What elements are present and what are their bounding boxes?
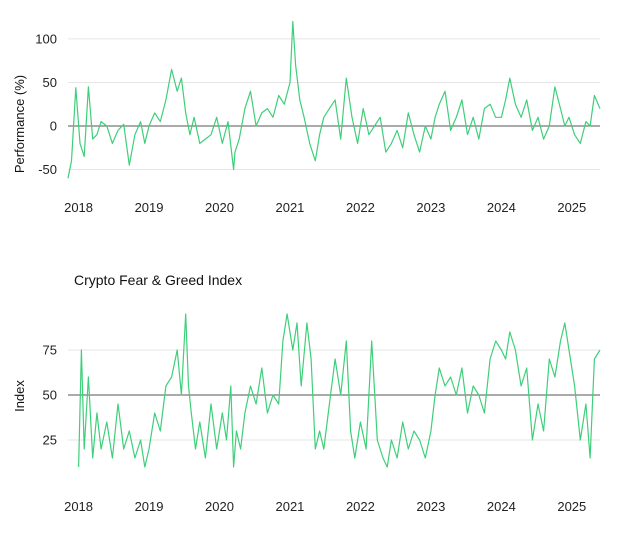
x-tick-label: 2022 — [346, 499, 375, 514]
performance-series-line — [67, 20, 601, 179]
fear-greed-y-ticks: 25 50 75 — [43, 343, 57, 448]
performance-y-ticks: -50 0 50 100 — [35, 31, 57, 177]
x-tick-label: 2020 — [205, 200, 234, 215]
x-tick-label: 2022 — [346, 200, 375, 215]
x-tick-label: 2024 — [487, 200, 516, 215]
y-tick-label: 100 — [35, 31, 57, 46]
x-tick-label: 2021 — [275, 200, 304, 215]
x-tick-label: 2018 — [64, 200, 93, 215]
x-tick-label: 2019 — [135, 200, 164, 215]
fear-greed-x-ticks: 2018 2019 2020 2021 2022 2023 2024 2025 — [64, 499, 586, 514]
y-tick-label: 75 — [43, 343, 57, 358]
x-tick-label: 2018 — [64, 499, 93, 514]
x-tick-label: 2024 — [487, 499, 516, 514]
performance-y-axis-title: Performance (%) — [12, 75, 27, 173]
y-tick-label: 50 — [43, 75, 57, 90]
x-tick-label: 2023 — [416, 499, 445, 514]
performance-gridlines — [68, 38, 600, 171]
x-tick-label: 2019 — [135, 499, 164, 514]
x-tick-label: 2021 — [275, 499, 304, 514]
y-tick-label: 0 — [50, 119, 57, 134]
y-tick-label: 50 — [43, 388, 57, 403]
fear-greed-chart-title: Crypto Fear & Greed Index — [74, 272, 242, 288]
x-tick-label: 2025 — [557, 200, 586, 215]
fear-greed-y-axis-title: Index — [12, 380, 27, 412]
x-tick-label: 2025 — [557, 499, 586, 514]
fear-greed-series-line — [78, 313, 601, 468]
performance-x-ticks: 2018 2019 2020 2021 2022 2023 2024 2025 — [64, 200, 586, 215]
y-tick-label: 25 — [43, 433, 57, 448]
x-tick-label: 2023 — [416, 200, 445, 215]
fear-greed-gridlines — [68, 349, 600, 441]
x-tick-label: 2020 — [205, 499, 234, 514]
y-tick-label: -50 — [38, 162, 57, 177]
